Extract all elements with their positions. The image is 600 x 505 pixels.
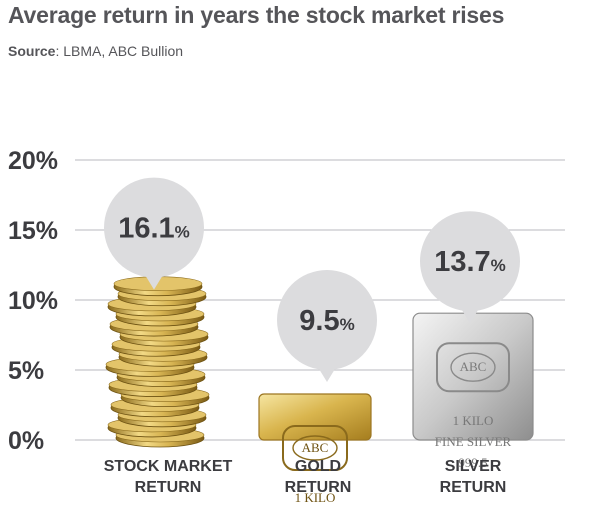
value-bubble: 9.5% [277,270,377,382]
bubble-pointer [459,305,481,324]
silver-bar-emblem [436,342,510,393]
chart-source: Source: LBMA, ABC Bullion [8,43,183,59]
bubble-pointer [316,364,338,382]
gold-bar-emblem [282,425,348,471]
bar-stock-market [105,276,210,448]
chart-title: Average return in years the stock market… [8,2,505,28]
silver-bar-weight: 1 KILO [453,413,494,428]
gold-bar-brand: ABC [302,440,329,455]
data-label: 13.7% [434,246,506,278]
value-bubble: 13.7% [420,211,520,324]
x-category-label: STOCK MARKET RETURN [104,458,233,496]
silver-bar-brand: ABC [460,359,487,374]
bar-gold: ABC 1 KILO [258,393,372,505]
bubble-pointer [143,271,165,290]
x-category-label: SILVER RETURN [440,458,507,496]
silver-bar-purity: 999.5 [458,455,487,470]
y-tick-label: 15% [8,217,58,245]
bubble-circle [420,211,520,312]
y-tick-label: 5% [8,357,44,385]
bar-silver: ABC 1 KILO FINE SILVER 999.5 [412,312,534,470]
silver-bar-emblem-ring [450,352,496,382]
y-tick-label: 10% [8,287,58,315]
value-bubble: 16.1% [104,177,204,290]
bubble-circle [277,270,377,370]
source-text: : LBMA, ABC Bullion [55,43,184,59]
source-label: Source [8,43,56,59]
y-tick-label: 20% [8,147,58,175]
gold-bar-emblem-ring [292,435,338,461]
y-tick-label: 0% [8,427,44,455]
data-label: 16.1% [118,213,190,245]
silver-bar-grade: FINE SILVER [435,434,512,449]
bubble-circle [104,177,204,278]
x-category-label: GOLD RETURN [285,458,352,496]
gold-bar [258,393,372,441]
data-label: 9.5% [299,305,354,337]
gold-bar-weight: 1 KILO [295,490,336,505]
